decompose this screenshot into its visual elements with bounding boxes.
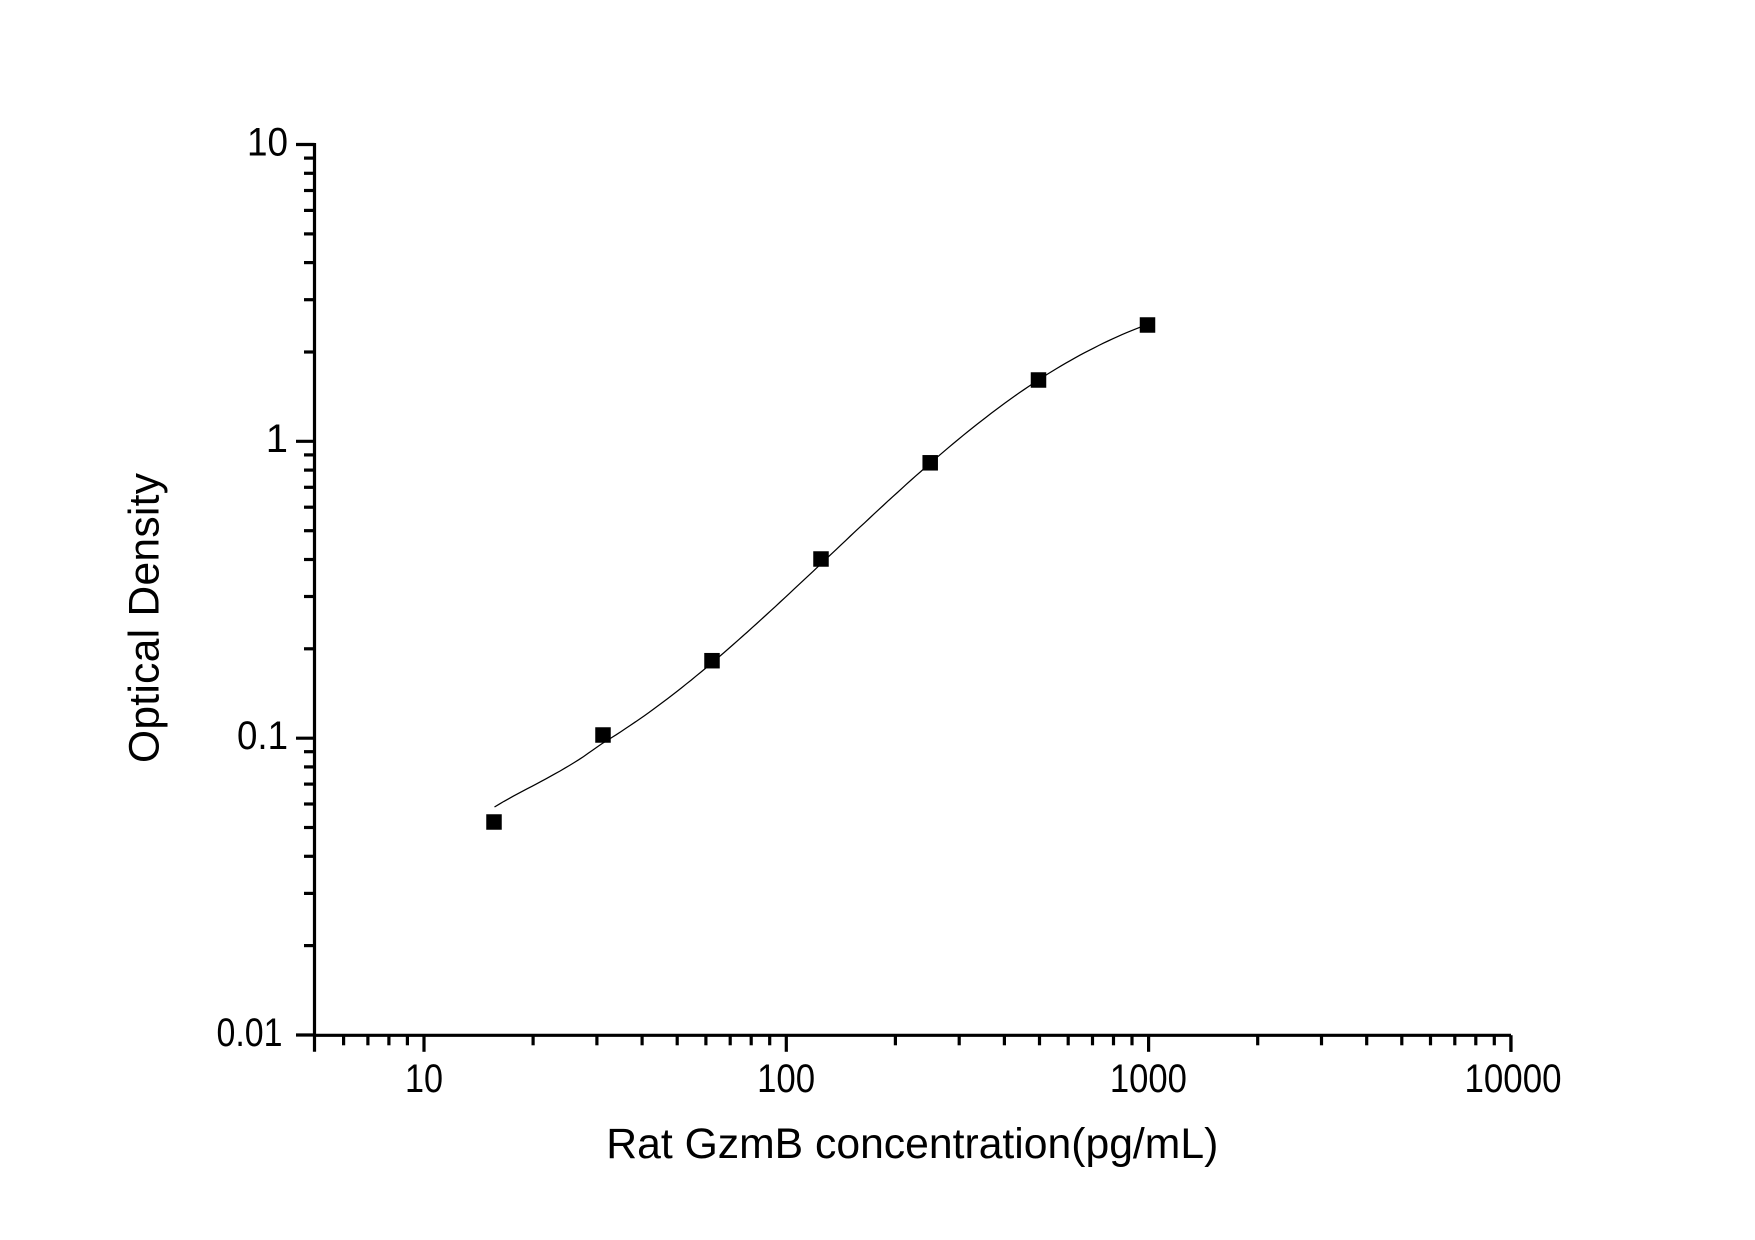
svg-text:0.1: 0.1	[237, 714, 288, 758]
svg-text:100: 100	[757, 1057, 815, 1101]
svg-text:0.01: 0.01	[217, 1011, 283, 1055]
svg-text:10000: 10000	[1465, 1057, 1562, 1101]
svg-text:Optical Density: Optical Density	[122, 472, 169, 763]
svg-text:10: 10	[405, 1057, 443, 1101]
svg-text:1000: 1000	[1110, 1057, 1187, 1101]
svg-text:10: 10	[247, 120, 288, 164]
svg-text:Rat GzmB concentration(pg/mL): Rat GzmB concentration(pg/mL)	[606, 1121, 1218, 1168]
svg-text:1: 1	[266, 417, 288, 461]
